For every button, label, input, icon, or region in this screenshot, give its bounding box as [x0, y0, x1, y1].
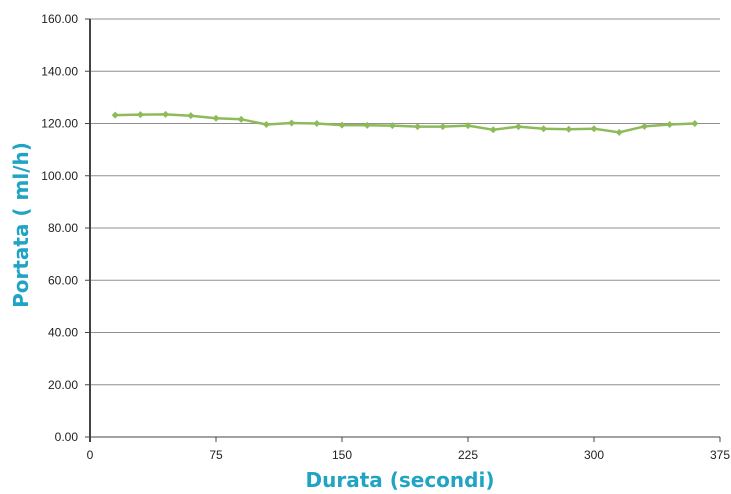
- data-point: [464, 122, 472, 130]
- data-point: [439, 123, 447, 131]
- y-tick-label: 60.00: [48, 273, 78, 287]
- data-point: [640, 122, 648, 130]
- data-point: [237, 115, 245, 123]
- data-point: [565, 125, 573, 133]
- data-point: [590, 125, 598, 133]
- tick-labels: 0.00 20.00 40.00 60.00 80.00 100.00 120.00 140.…: [41, 12, 730, 462]
- y-tick-label: 40.00: [48, 326, 78, 340]
- axes: [85, 18, 721, 442]
- x-tick-label: 225: [458, 448, 478, 462]
- x-tick-label: 300: [584, 448, 604, 462]
- y-tick-label: 0.00: [55, 430, 79, 444]
- data-point: [262, 121, 270, 129]
- data-point: [363, 121, 371, 129]
- x-tick-label: 0: [87, 448, 94, 462]
- y-tick-label: 160.00: [41, 12, 78, 26]
- data-point: [666, 121, 674, 129]
- data-point: [691, 120, 699, 127]
- x-tick-label: 75: [209, 448, 223, 462]
- data-point: [187, 112, 195, 120]
- y-tick-label: 140.00: [41, 64, 78, 78]
- data-point: [540, 125, 548, 133]
- y-tick-label: 80.00: [48, 221, 78, 235]
- x-axis-title: Durata (secondi): [306, 468, 495, 492]
- data-point: [136, 111, 144, 119]
- gridlines: [90, 18, 720, 386]
- data-point: [338, 121, 346, 129]
- data-point: [313, 120, 321, 127]
- data-point: [212, 114, 220, 122]
- x-tick-label: 375: [710, 448, 730, 462]
- y-tick-label: 120.00: [41, 117, 78, 131]
- series-line: [115, 113, 695, 134]
- data-point: [615, 128, 623, 136]
- x-tick-label: 150: [332, 448, 352, 462]
- data-point: [162, 110, 170, 118]
- y-tick-label: 100.00: [41, 169, 78, 183]
- data-point: [388, 122, 396, 130]
- data-point: [514, 123, 522, 131]
- data-point: [288, 119, 296, 127]
- plot-area: [111, 110, 699, 136]
- y-axis-title: Portata ( ml/h): [9, 142, 33, 308]
- data-point: [111, 111, 119, 119]
- data-point: [414, 123, 422, 131]
- y-tick-label: 20.00: [48, 378, 78, 392]
- data-point: [489, 126, 497, 134]
